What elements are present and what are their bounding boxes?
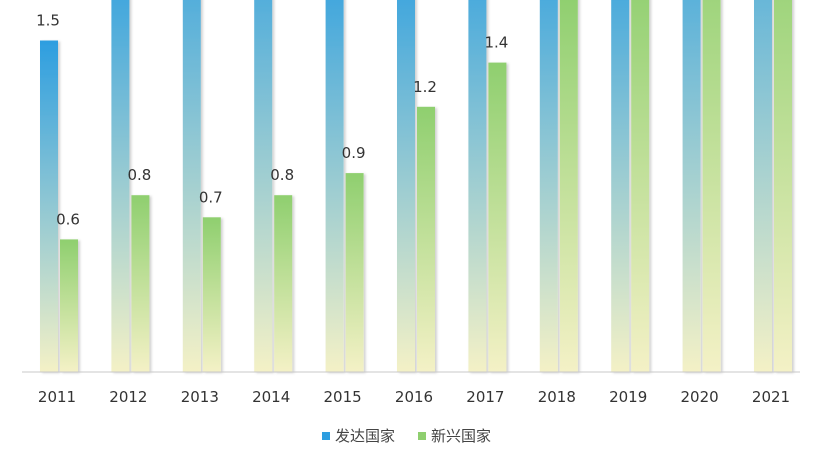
bar-emerging-2013 bbox=[202, 217, 221, 372]
x-tick-label-2011: 2011 bbox=[38, 388, 76, 406]
bar-emerging-2012 bbox=[131, 195, 150, 372]
bar-developed-2013 bbox=[182, 0, 201, 373]
bar-emerging-2017 bbox=[488, 62, 507, 372]
x-tick-label-2012: 2012 bbox=[109, 388, 147, 406]
data-label-developed-2011: 1.5 bbox=[36, 12, 60, 30]
bar-emerging-2014 bbox=[274, 195, 293, 372]
data-label-emerging-2012: 0.8 bbox=[127, 166, 151, 184]
bars-layer bbox=[40, 0, 792, 373]
x-tick-label-2013: 2013 bbox=[181, 388, 219, 406]
x-tick-label-2020: 2020 bbox=[681, 388, 719, 406]
legend-label-emerging: 新兴国家 bbox=[431, 427, 491, 445]
bar-developed-2021 bbox=[754, 0, 772, 373]
data-labels-layer: 1.50.61.90.82.10.72.10.81.90.91.91.221.4… bbox=[36, 12, 508, 229]
x-tick-label-2014: 2014 bbox=[252, 388, 290, 406]
bar-emerging-2020 bbox=[702, 0, 721, 372]
bar-developed-2012 bbox=[111, 0, 130, 372]
bar-developed-2020 bbox=[682, 0, 701, 373]
x-tick-label-2015: 2015 bbox=[324, 388, 362, 406]
legend-swatch-emerging bbox=[418, 432, 426, 440]
bar-developed-2014 bbox=[254, 0, 273, 373]
bar-developed-2019 bbox=[611, 0, 630, 372]
legend-label-developed: 发达国家 bbox=[335, 427, 395, 445]
x-tick-label-2018: 2018 bbox=[538, 388, 576, 406]
legend: 发达国家 新兴国家 bbox=[322, 427, 491, 445]
bar-developed-2011 bbox=[40, 40, 58, 372]
legend-swatch-developed bbox=[322, 432, 330, 440]
bar-emerging-2015 bbox=[345, 173, 364, 372]
bar-emerging-2011 bbox=[60, 239, 78, 372]
bar-emerging-2016 bbox=[417, 106, 435, 373]
x-tick-label-2016: 2016 bbox=[395, 388, 433, 406]
data-label-emerging-2017: 1.4 bbox=[484, 34, 508, 52]
bar-developed-2017 bbox=[468, 0, 487, 372]
data-label-emerging-2011: 0.6 bbox=[56, 210, 80, 228]
bar-emerging-2021 bbox=[774, 0, 792, 372]
x-tick-label-2017: 2017 bbox=[466, 388, 504, 406]
x-tick-label-2021: 2021 bbox=[752, 388, 790, 406]
bar-developed-2015 bbox=[325, 0, 344, 372]
data-label-emerging-2014: 0.8 bbox=[270, 166, 294, 184]
bar-emerging-2018 bbox=[559, 0, 578, 373]
x-tick-label-2019: 2019 bbox=[609, 388, 647, 406]
x-tick-labels: 2011 2012 2013 2014 2015 2016 2017 2018 2019 2020… bbox=[38, 388, 790, 406]
data-label-emerging-2015: 0.9 bbox=[342, 144, 366, 162]
bar-developed-2018 bbox=[539, 0, 558, 372]
bar-emerging-2019 bbox=[631, 0, 650, 372]
bar-developed-2016 bbox=[397, 0, 415, 372]
data-label-emerging-2013: 0.7 bbox=[199, 188, 223, 206]
data-label-emerging-2016: 1.2 bbox=[413, 78, 437, 96]
